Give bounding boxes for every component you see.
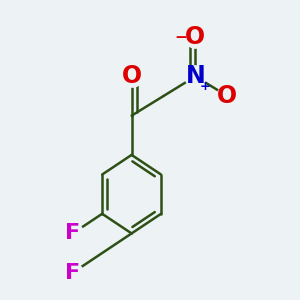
Text: O: O (217, 84, 237, 108)
Text: N: N (185, 64, 205, 88)
Text: +: + (200, 80, 211, 93)
Text: O: O (122, 64, 142, 88)
Text: −: − (174, 30, 187, 45)
Text: O: O (185, 25, 206, 49)
Text: F: F (65, 263, 80, 283)
Text: F: F (65, 224, 80, 243)
